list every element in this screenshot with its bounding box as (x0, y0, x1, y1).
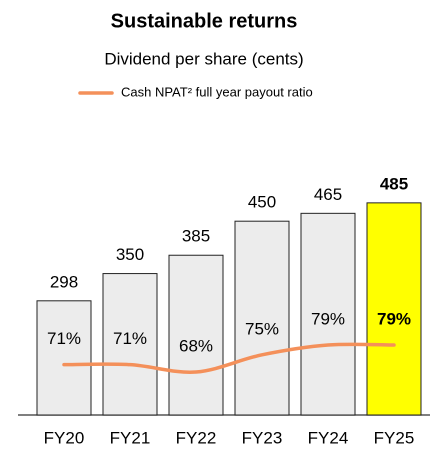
value-label: 385 (182, 227, 210, 246)
payout-label: 79% (377, 309, 411, 328)
bar (234, 220, 290, 416)
value-label: 350 (116, 245, 144, 264)
bar (168, 254, 224, 416)
x-tick-label: FY21 (110, 428, 151, 447)
payout-label: 75% (245, 319, 279, 338)
chart-title: Sustainable returns (111, 10, 298, 32)
bar (102, 273, 158, 416)
x-tick-label: FY25 (374, 428, 415, 447)
x-tick-label: FY22 (176, 428, 217, 447)
payout-label: 68% (179, 336, 213, 355)
bar (300, 212, 356, 416)
payout-label: 71% (47, 329, 81, 348)
x-tick-label: FY20 (44, 428, 85, 447)
value-label: 485 (380, 174, 408, 193)
payout-label: 79% (311, 309, 345, 328)
x-tick-label: FY24 (308, 428, 349, 447)
bar (366, 202, 422, 416)
x-tick-label: FY23 (242, 428, 283, 447)
payout-line (62, 342, 396, 374)
legend-label: Cash NPAT² full year payout ratio (121, 84, 313, 99)
chart-subtitle: Dividend per share (cents) (104, 49, 303, 68)
payout-label: 71% (113, 329, 147, 348)
value-label: 465 (314, 185, 342, 204)
value-label: 298 (50, 272, 78, 291)
value-label: 450 (248, 193, 276, 212)
bar (36, 300, 92, 416)
